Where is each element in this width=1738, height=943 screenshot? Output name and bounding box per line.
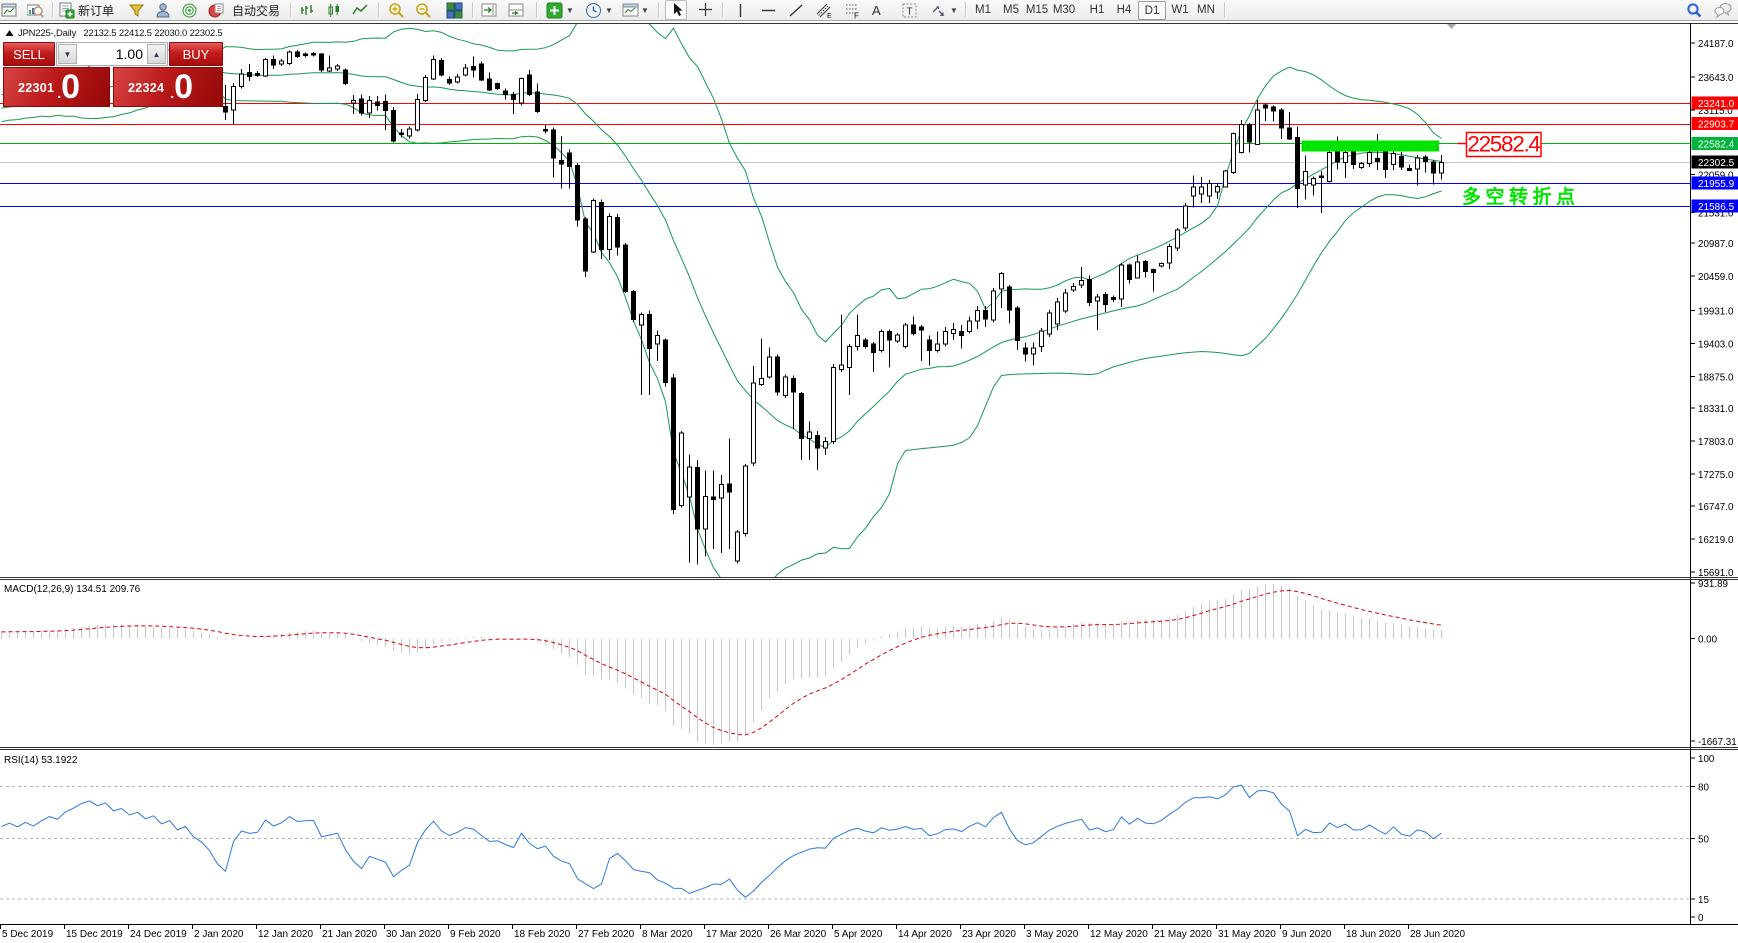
svg-text:21586.5: 21586.5 — [1698, 202, 1735, 213]
svg-text:20987.0: 20987.0 — [1698, 239, 1734, 250]
svg-text:24187.0: 24187.0 — [1698, 39, 1734, 50]
svg-text:22059.0: 22059.0 — [1698, 171, 1734, 182]
svg-text:18331.0: 18331.0 — [1698, 404, 1734, 415]
svg-text:23 Apr 2020: 23 Apr 2020 — [962, 929, 1016, 940]
svg-text:15 Dec 2019: 15 Dec 2019 — [66, 929, 123, 940]
svg-text:24 Dec 2019: 24 Dec 2019 — [130, 929, 187, 940]
svg-text:17275.0: 17275.0 — [1698, 470, 1734, 481]
svg-text:50: 50 — [1698, 835, 1709, 846]
svg-text:22302.5: 22302.5 — [1698, 158, 1735, 169]
svg-text:MACD(12,26,9) 134.51 209.76: MACD(12,26,9) 134.51 209.76 — [4, 584, 141, 595]
svg-text:23115.0: 23115.0 — [1698, 106, 1733, 117]
svg-text:17803.0: 17803.0 — [1698, 437, 1734, 448]
svg-text:21 Jan 2020: 21 Jan 2020 — [322, 929, 377, 940]
svg-text:8 Mar 2020: 8 Mar 2020 — [642, 929, 693, 940]
svg-text:19403.0: 19403.0 — [1698, 340, 1734, 351]
svg-text:21 May 2020: 21 May 2020 — [1154, 929, 1212, 940]
svg-text:T: T — [907, 7, 913, 18]
svg-text:-1667.31: -1667.31 — [1698, 737, 1737, 748]
svg-text:20459.0: 20459.0 — [1698, 272, 1734, 283]
svg-text:12 May 2020: 12 May 2020 — [1090, 929, 1148, 940]
svg-text:18 Jun 2020: 18 Jun 2020 — [1346, 929, 1401, 940]
svg-text:18 Feb 2020: 18 Feb 2020 — [514, 929, 571, 940]
svg-text:17 Mar 2020: 17 Mar 2020 — [706, 929, 763, 940]
svg-text:多空转折点: 多空转折点 — [1462, 185, 1580, 208]
svg-text:3 May 2020: 3 May 2020 — [1026, 929, 1079, 940]
svg-text:16747.0: 16747.0 — [1698, 502, 1734, 513]
svg-text:28 Jun 2020: 28 Jun 2020 — [1410, 929, 1465, 940]
svg-text:26 Mar 2020: 26 Mar 2020 — [770, 929, 827, 940]
svg-text:5 Apr 2020: 5 Apr 2020 — [834, 929, 883, 940]
svg-text:21531.0: 21531.0 — [1698, 209, 1734, 220]
svg-text:18875.0: 18875.0 — [1698, 373, 1734, 384]
svg-text:12 Jan 2020: 12 Jan 2020 — [258, 929, 313, 940]
svg-text:0.00: 0.00 — [1698, 635, 1718, 646]
svg-text:2 Jan 2020: 2 Jan 2020 — [194, 929, 244, 940]
svg-text:80: 80 — [1698, 783, 1709, 794]
svg-text:931.89: 931.89 — [1698, 579, 1728, 590]
svg-text:5 Dec 2019: 5 Dec 2019 — [2, 929, 54, 940]
svg-text:22903.7: 22903.7 — [1698, 120, 1735, 131]
svg-text:19931.0: 19931.0 — [1698, 307, 1734, 318]
svg-text:F: F — [854, 12, 859, 20]
svg-text:0: 0 — [1698, 913, 1704, 924]
svg-text:31 May 2020: 31 May 2020 — [1218, 929, 1276, 940]
svg-text:14 Apr 2020: 14 Apr 2020 — [898, 929, 952, 940]
svg-text:27 Feb 2020: 27 Feb 2020 — [578, 929, 635, 940]
svg-text:E: E — [827, 13, 832, 19]
svg-text:21955.9: 21955.9 — [1698, 179, 1735, 190]
svg-text:22582.4: 22582.4 — [1698, 140, 1735, 151]
svg-text:22582.4: 22582.4 — [1467, 132, 1540, 157]
svg-text:100: 100 — [1698, 754, 1715, 765]
svg-text:RSI(14) 53.1922: RSI(14) 53.1922 — [4, 755, 78, 766]
svg-text:9 Feb 2020: 9 Feb 2020 — [450, 929, 501, 940]
svg-text:15691.0: 15691.0 — [1698, 568, 1734, 579]
svg-text:23241.0: 23241.0 — [1698, 99, 1735, 110]
svg-text:30 Jan 2020: 30 Jan 2020 — [386, 929, 441, 940]
svg-text:15: 15 — [1698, 895, 1709, 906]
svg-text:23643.0: 23643.0 — [1698, 73, 1734, 84]
svg-text:16219.0: 16219.0 — [1698, 535, 1734, 546]
svg-text:9 Jun 2020: 9 Jun 2020 — [1282, 929, 1332, 940]
